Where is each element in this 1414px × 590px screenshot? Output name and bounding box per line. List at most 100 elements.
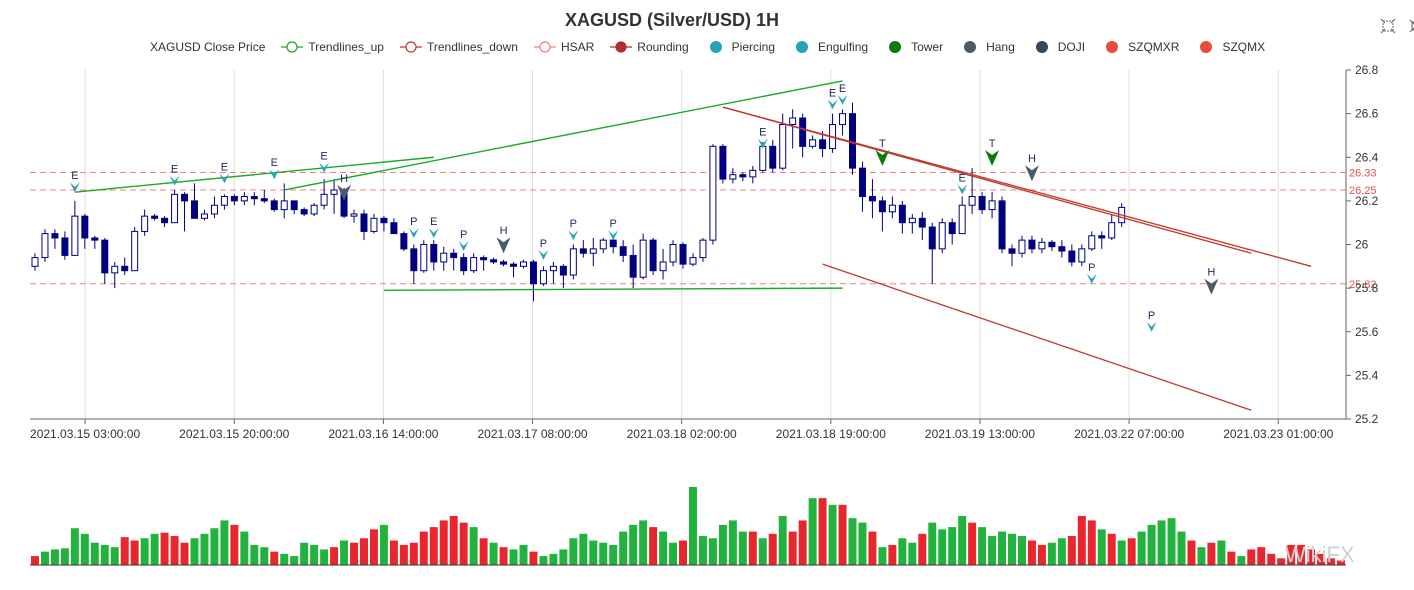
candle-layer — [31, 102, 1126, 302]
volume-bar — [300, 542, 309, 565]
hsar-label: 26.25 — [1349, 185, 1377, 197]
candle-body — [1028, 239, 1036, 250]
candle-body — [490, 259, 498, 263]
legend-item[interactable]: SZQMX — [1195, 40, 1265, 54]
volume-bar — [828, 504, 837, 565]
volume-bar — [1327, 558, 1336, 565]
pattern-marker — [875, 149, 890, 166]
legend-swatch — [1106, 41, 1119, 53]
volume-bar — [948, 527, 957, 565]
candle-body — [360, 213, 368, 232]
candle-body — [270, 200, 278, 211]
candle-body — [759, 145, 767, 171]
legend-item[interactable]: Engulfing — [791, 40, 868, 54]
legend-item[interactable]: DOJI — [1031, 40, 1085, 54]
volume-bar — [170, 536, 179, 565]
candle-body — [749, 169, 757, 178]
pattern-label: P — [570, 218, 577, 230]
legend-swatch — [1200, 41, 1213, 53]
volume-bar — [240, 531, 249, 565]
pattern-label: P — [1088, 262, 1095, 274]
candle-body — [91, 237, 99, 241]
volume-bar — [1187, 540, 1196, 565]
x-tick-label: 2021.03.22 07:00:00 — [1074, 427, 1184, 441]
restore-icon[interactable] — [1408, 18, 1414, 34]
legend-swatch-dot — [964, 41, 977, 53]
legend-item[interactable]: HSAR — [533, 40, 594, 54]
candle-body — [1008, 248, 1016, 254]
volume-bar — [1017, 536, 1026, 565]
legend-label: Tower — [911, 40, 944, 54]
candle-body — [639, 239, 647, 278]
candle-body — [579, 248, 587, 254]
y-tick-label: 26.6 — [1355, 107, 1379, 121]
legend-item[interactable]: XAGUSD Close Price — [150, 40, 265, 54]
volume-bar — [938, 529, 947, 565]
volume-bar — [599, 542, 608, 565]
candle-body — [898, 204, 906, 224]
volume-bar — [788, 531, 797, 565]
legend-label: SZQMXR — [1128, 40, 1180, 54]
legend-item[interactable]: Hang — [959, 40, 1015, 54]
candle-body — [141, 215, 149, 232]
volume-bar — [160, 532, 169, 565]
legend-swatch-dot — [405, 41, 417, 53]
candle-body — [61, 237, 69, 256]
legend-item[interactable]: Piercing — [705, 40, 775, 54]
candle-body — [549, 265, 557, 272]
pattern-label: H — [340, 173, 348, 185]
pattern-marker — [608, 230, 619, 241]
volume-bar — [459, 522, 468, 565]
volume-bar — [838, 504, 847, 565]
legend-item[interactable]: Trendlines_up — [281, 40, 384, 54]
candle-body — [51, 233, 59, 239]
volume-bar — [290, 556, 299, 565]
candle-body — [888, 204, 896, 213]
legend-swatch — [281, 41, 304, 53]
legend-label: Rounding — [637, 40, 689, 54]
candle-body — [659, 261, 667, 272]
candle-body — [789, 117, 797, 126]
legend-item[interactable]: Tower — [884, 40, 943, 54]
candle-body — [111, 265, 119, 274]
candle-body — [709, 145, 717, 241]
pattern-marker — [428, 227, 439, 238]
chart-title: XAGUSD (Silver/USD) 1H — [564, 10, 780, 30]
volume-bar — [928, 522, 937, 565]
x-tick-label: 2021.03.23 01:00:00 — [1223, 427, 1333, 441]
legend-swatch — [889, 41, 902, 53]
candle-body — [300, 209, 308, 215]
legend-item[interactable]: Rounding — [610, 40, 689, 54]
volume-bar — [1227, 551, 1236, 565]
pattern-label: T — [989, 138, 996, 150]
volume-bar — [30, 556, 39, 565]
candle-body — [1108, 222, 1116, 239]
volume-bar — [80, 533, 89, 565]
volume-bar — [320, 549, 329, 565]
legend[interactable]: XAGUSD Close Price Trendlines_up Trendline… — [150, 38, 1281, 56]
pattern-label: T — [879, 138, 886, 150]
candle-body — [260, 198, 268, 202]
candle-body — [210, 204, 218, 215]
volume-bar — [649, 527, 658, 565]
volume-bar — [519, 544, 528, 565]
candle-body — [729, 174, 737, 180]
legend-item[interactable]: SZQMXR — [1101, 40, 1179, 54]
legend-item[interactable]: Trendlines_down — [399, 40, 518, 54]
pattern-marker — [538, 249, 549, 260]
volume-bar — [898, 538, 907, 565]
candle-body — [350, 213, 358, 217]
candle-body — [310, 204, 318, 215]
volume-bar — [958, 515, 967, 565]
candle-body — [868, 196, 876, 202]
candle-body — [280, 200, 288, 211]
volume-bar — [350, 542, 359, 565]
toolbox[interactable] — [1368, 18, 1414, 34]
zoom-icon[interactable] — [1380, 18, 1396, 34]
legend-label: DOJI — [1057, 40, 1086, 54]
volume-bar — [310, 544, 319, 565]
candle-body — [500, 261, 508, 265]
volume-bar — [120, 537, 129, 565]
volume-bar — [439, 520, 448, 565]
candle-body — [619, 246, 627, 256]
